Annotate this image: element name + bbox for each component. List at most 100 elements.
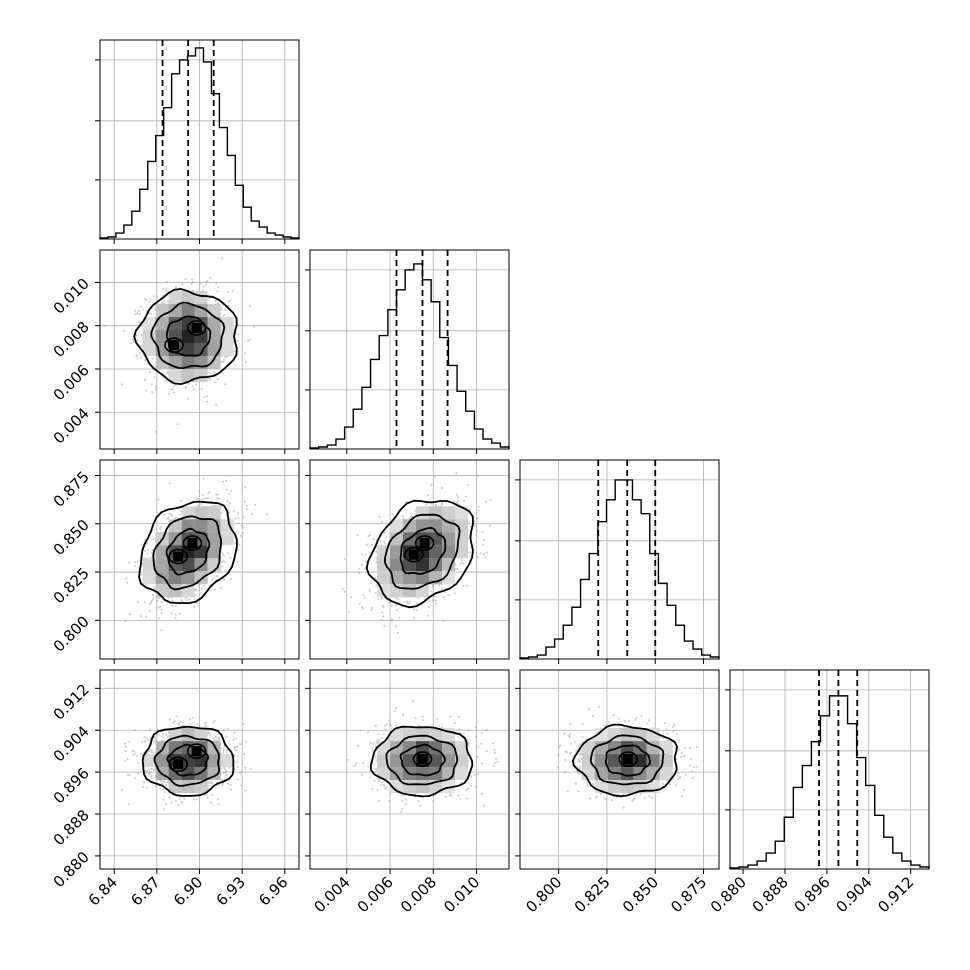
density-panel-0-1 <box>99 249 300 450</box>
density-cell <box>646 767 660 781</box>
density-cell <box>389 754 403 768</box>
density-cell <box>181 304 195 318</box>
contour-peak-0 <box>412 751 433 767</box>
contour-0 <box>571 723 678 798</box>
density-cell <box>168 780 182 794</box>
density-cell <box>402 754 416 768</box>
density-cell <box>594 767 608 781</box>
x-tick-label: 6.87 <box>127 873 163 909</box>
x-tick-label: 0.850 <box>619 873 662 916</box>
contour-2 <box>165 527 211 576</box>
density-cell <box>181 291 195 305</box>
histogram-step <box>309 263 510 449</box>
x-tick-label: 6.90 <box>170 873 206 909</box>
density-cell <box>389 545 403 559</box>
density-cell <box>207 343 221 357</box>
density-cell <box>389 532 403 546</box>
density-cell <box>181 571 195 585</box>
density-cell <box>659 741 673 755</box>
density-cell <box>207 317 221 331</box>
contour-1 <box>153 734 221 787</box>
density-peak <box>191 322 202 333</box>
density-cell <box>607 728 621 742</box>
density-cell <box>389 558 403 572</box>
density-peak <box>173 759 184 770</box>
density-panel-0-3 <box>99 669 300 870</box>
panel-frame <box>309 249 510 450</box>
y-tick-label: 0.010 <box>50 275 93 318</box>
x-tick-label: 0.880 <box>707 873 750 916</box>
x-tick-label: 6.96 <box>255 873 291 909</box>
density-cell <box>428 545 442 559</box>
density-cell <box>181 767 195 781</box>
contour-peak-0 <box>186 320 207 336</box>
contour-1 <box>384 513 461 590</box>
contour-2 <box>399 526 447 575</box>
density-cell <box>168 767 182 781</box>
density-cell <box>181 558 195 572</box>
x-tick-label: 0.904 <box>833 873 876 916</box>
density-peak <box>187 538 198 549</box>
density-panel-0-2 <box>99 459 300 660</box>
density-cell <box>454 532 468 546</box>
density-cell <box>454 767 468 781</box>
panel-frame <box>519 669 720 870</box>
x-tick-label: 0.800 <box>522 873 565 916</box>
density-peak <box>168 340 179 351</box>
density-cell <box>441 571 455 585</box>
density-cell <box>415 767 429 781</box>
density-cell <box>155 558 169 572</box>
density-peak <box>191 746 202 757</box>
density-cell <box>220 754 234 768</box>
density-cell <box>194 506 208 520</box>
density-cell <box>620 767 634 781</box>
contour-0 <box>133 288 238 386</box>
x-tick-label: 0.888 <box>749 873 792 916</box>
x-tick-label: 0.912 <box>874 873 917 916</box>
density-cell <box>454 754 468 768</box>
density-cell <box>581 741 595 755</box>
density-peak <box>419 538 430 549</box>
density-cell <box>155 317 169 331</box>
density-cell <box>194 291 208 305</box>
density-cell <box>220 343 234 357</box>
histogram-panel-1 <box>305 249 510 450</box>
density-peak <box>408 549 419 560</box>
density-cell <box>376 558 390 572</box>
y-tick-label: 0.825 <box>50 564 93 607</box>
density-cell <box>594 728 608 742</box>
density-panel-2-3 <box>519 669 720 870</box>
density-cell <box>454 506 468 520</box>
density-peak <box>417 754 428 765</box>
histogram-panel-0 <box>95 39 300 240</box>
x-tick-label: 0.825 <box>571 873 614 916</box>
contour-peak-0 <box>186 743 207 759</box>
density-cell <box>415 558 429 572</box>
density-cell <box>581 767 595 781</box>
density-cell <box>181 317 195 331</box>
density-cell <box>194 369 208 383</box>
contour-peak-1 <box>168 756 188 773</box>
y-tick-label: 0.875 <box>50 468 93 511</box>
x-tick-label: 0.896 <box>791 873 834 916</box>
panel-frame <box>309 669 510 870</box>
density-cell <box>168 304 182 318</box>
density-cell <box>142 343 156 357</box>
y-tick-label: 0.888 <box>50 806 93 849</box>
density-panel-1-3 <box>309 669 510 870</box>
density-cell <box>389 728 403 742</box>
density-cell <box>207 356 221 370</box>
density-cell <box>181 369 195 383</box>
density-cell <box>155 356 169 370</box>
density-cell <box>207 506 221 520</box>
density-cell <box>376 571 390 585</box>
contour-1 <box>589 734 665 786</box>
x-tick-label: 0.004 <box>310 873 353 916</box>
density-cell <box>389 780 403 794</box>
density-cell <box>402 571 416 585</box>
contour-peak-1 <box>404 546 424 563</box>
density-cell <box>142 317 156 331</box>
contour-2 <box>399 743 446 777</box>
density-cell <box>415 780 429 794</box>
